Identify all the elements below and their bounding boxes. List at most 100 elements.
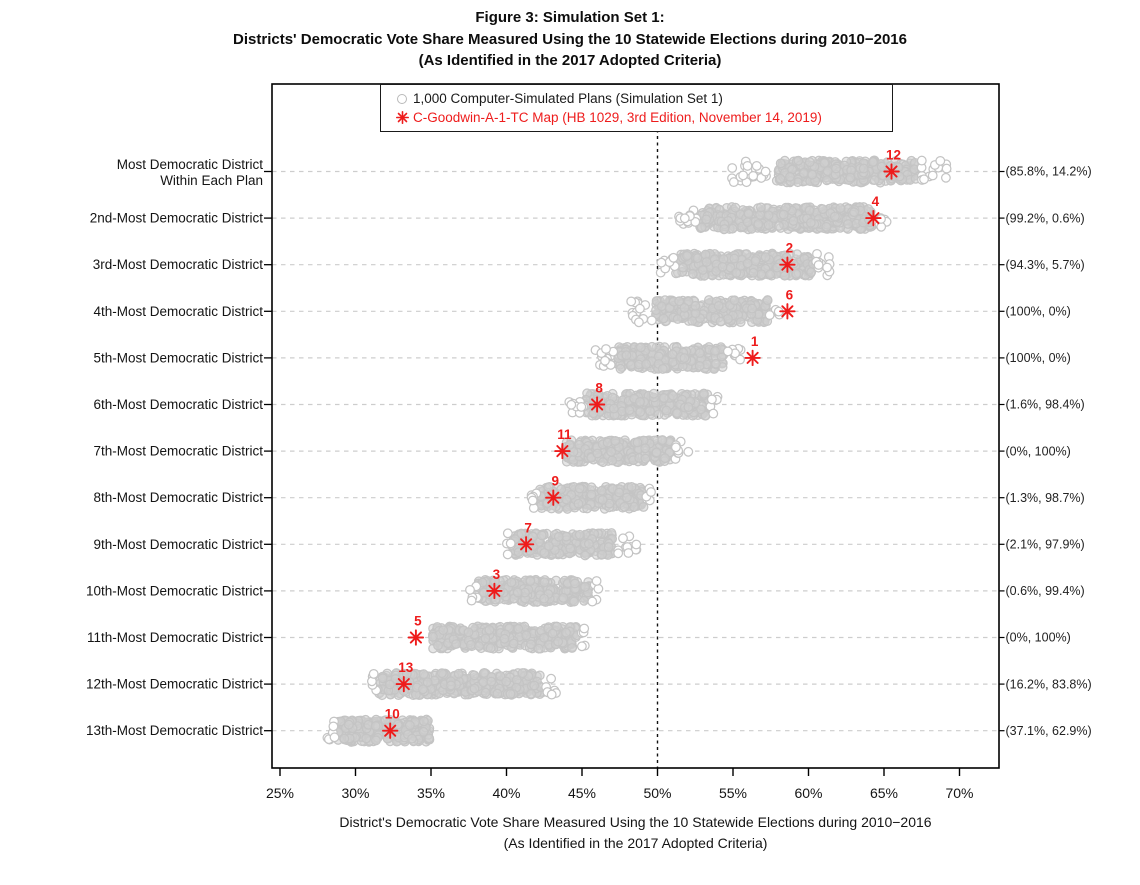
sim-point bbox=[660, 453, 670, 464]
sim-point bbox=[479, 668, 490, 678]
sim-point bbox=[621, 492, 632, 503]
enacted-map-marker-row-11: 5 bbox=[407, 614, 425, 646]
sim-point bbox=[451, 639, 462, 649]
sim-point bbox=[778, 209, 789, 220]
row-annotation: (1.6%, 98.4%) bbox=[1006, 398, 1085, 412]
sim-point bbox=[804, 205, 815, 216]
x-axis-tick-label: 60% bbox=[794, 785, 822, 801]
sim-point bbox=[647, 341, 657, 352]
sim-point bbox=[492, 688, 503, 699]
sim-point bbox=[755, 202, 766, 213]
sim-point bbox=[708, 408, 719, 419]
sim-point bbox=[753, 219, 764, 229]
sim-point bbox=[446, 680, 456, 691]
legend: 1,000 Computer-Simulated Plans (Simulati… bbox=[380, 84, 893, 132]
sim-point bbox=[603, 542, 614, 553]
sim-point bbox=[793, 155, 804, 166]
sim-points-row-6 bbox=[564, 388, 723, 421]
sim-point bbox=[658, 313, 669, 324]
sim-point bbox=[661, 405, 672, 416]
sim-point bbox=[687, 268, 698, 279]
y-axis-label-line2: Within Each Plan bbox=[160, 173, 263, 188]
sim-point bbox=[679, 302, 690, 313]
sim-point bbox=[480, 687, 491, 698]
sim-point bbox=[593, 583, 604, 594]
sim-point bbox=[657, 435, 668, 445]
sim-point bbox=[656, 301, 667, 312]
sim-point bbox=[361, 733, 372, 744]
sim-point bbox=[804, 157, 815, 168]
sim-point bbox=[792, 249, 803, 260]
sim-point bbox=[614, 487, 625, 498]
sim-point bbox=[343, 719, 354, 730]
sim-point bbox=[502, 549, 513, 560]
x-axis-tick-label: 40% bbox=[492, 785, 520, 801]
sim-point bbox=[539, 632, 549, 643]
sim-point bbox=[580, 581, 591, 592]
sim-point bbox=[465, 639, 476, 650]
figure-title-line-2: Districts' Democratic Vote Share Measure… bbox=[233, 30, 907, 48]
sim-point bbox=[672, 408, 682, 419]
sim-point bbox=[569, 578, 580, 589]
sim-point bbox=[743, 208, 754, 219]
sim-point bbox=[728, 177, 739, 188]
sim-point bbox=[694, 348, 705, 358]
sim-point bbox=[692, 253, 703, 264]
sim-point bbox=[919, 174, 929, 185]
sim-point bbox=[433, 640, 443, 651]
x-axis-tick-label: 70% bbox=[945, 785, 973, 801]
sim-point bbox=[785, 171, 795, 182]
sim-point bbox=[553, 636, 564, 647]
legend-item-simulated-plans: 1,000 Computer-Simulated Plans (Simulati… bbox=[391, 89, 884, 108]
legend-label-simulated-plans: 1,000 Computer-Simulated Plans (Simulati… bbox=[413, 91, 723, 106]
sim-point bbox=[526, 688, 537, 699]
sim-point bbox=[465, 584, 475, 595]
sim-point bbox=[512, 587, 523, 598]
enacted-map-marker-row-5: 1 bbox=[744, 334, 761, 367]
sim-point bbox=[715, 316, 726, 327]
row-annotation: (85.8%, 14.2%) bbox=[1006, 165, 1092, 179]
sim-point bbox=[751, 160, 762, 171]
row-annotation: (16.2%, 83.8%) bbox=[1006, 677, 1092, 691]
sim-point bbox=[478, 677, 489, 688]
enacted-district-number: 11 bbox=[557, 427, 572, 442]
y-axis-label: 4th-Most Democratic District bbox=[93, 304, 263, 319]
y-axis-label: 8th-Most Democratic District bbox=[93, 490, 263, 505]
enacted-district-number: 9 bbox=[552, 474, 560, 489]
row-annotation: (100%, 0%) bbox=[1006, 305, 1071, 319]
sim-point bbox=[635, 407, 646, 417]
sim-point bbox=[521, 630, 532, 641]
sim-point bbox=[368, 668, 379, 679]
sim-point bbox=[683, 402, 694, 413]
sim-point bbox=[722, 346, 733, 357]
sim-point bbox=[436, 668, 447, 679]
sim-points-row-11 bbox=[427, 621, 590, 654]
sim-point bbox=[742, 160, 753, 171]
sim-point bbox=[694, 360, 705, 371]
sim-point bbox=[701, 257, 712, 267]
sim-point bbox=[835, 203, 846, 214]
sim-point bbox=[613, 548, 624, 559]
sim-point bbox=[561, 494, 572, 505]
sim-point bbox=[849, 207, 860, 218]
enacted-district-number: 1 bbox=[751, 334, 759, 349]
sim-point bbox=[469, 683, 480, 694]
row-annotation: (2.1%, 97.9%) bbox=[1006, 538, 1085, 552]
sim-point bbox=[553, 531, 564, 542]
sim-point bbox=[607, 455, 618, 466]
sim-point bbox=[727, 163, 738, 173]
sim-point bbox=[371, 735, 381, 746]
sim-point bbox=[407, 733, 417, 744]
sim-point bbox=[576, 401, 587, 412]
sim-point bbox=[869, 175, 880, 186]
y-axis-label: 5th-Most Democratic District bbox=[93, 350, 263, 365]
sim-point bbox=[633, 317, 644, 328]
sim-point bbox=[583, 538, 594, 549]
sim-point bbox=[600, 355, 610, 366]
enacted-district-number: 2 bbox=[786, 241, 794, 256]
sim-point bbox=[640, 453, 651, 464]
sim-point bbox=[667, 349, 678, 360]
sim-point bbox=[843, 219, 853, 229]
sim-point bbox=[574, 529, 585, 540]
